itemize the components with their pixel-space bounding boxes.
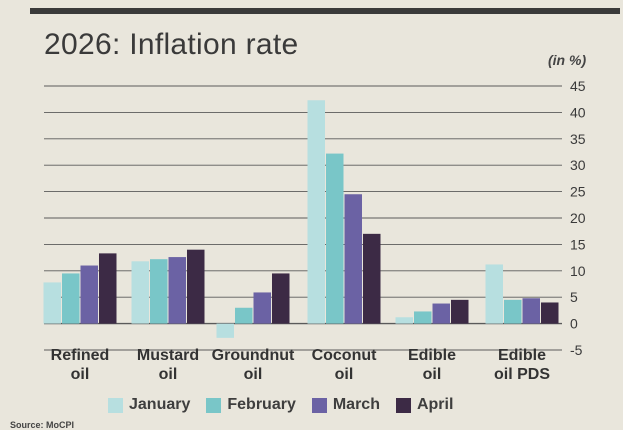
y-tick-label: 45	[570, 78, 586, 94]
bar-april	[99, 253, 117, 324]
bar-april	[363, 233, 381, 324]
legend-item-april: April	[395, 396, 454, 414]
category-label: oil	[244, 366, 263, 383]
y-tick-label: 40	[570, 104, 586, 120]
legend-swatch-february	[206, 397, 222, 413]
bar-february	[235, 307, 253, 324]
bar-march	[80, 265, 98, 324]
bar-march	[253, 292, 271, 324]
bar-january	[131, 261, 149, 324]
category-label: Groundnut	[212, 347, 295, 364]
bar-april	[451, 299, 469, 324]
category-label: Mustard	[137, 347, 199, 364]
y-tick-label: 0	[570, 316, 578, 332]
bar-february	[504, 299, 522, 324]
y-tick-label: 25	[570, 184, 586, 200]
category-label: oil	[423, 366, 442, 383]
category-label: Edible	[408, 347, 456, 364]
bar-march	[168, 257, 186, 324]
category-label: oil	[159, 366, 178, 383]
legend-label-april: April	[416, 396, 454, 413]
legend-label-february: February	[227, 396, 296, 413]
bar-march	[432, 303, 450, 324]
bar-february	[326, 153, 344, 324]
category-label: Refined	[51, 347, 110, 364]
legend-item-february: February	[206, 396, 296, 414]
category-label: oil PDS	[494, 366, 550, 383]
y-tick-label: -5	[570, 342, 583, 358]
unit-label: (in %)	[548, 52, 587, 68]
bar-april	[272, 273, 290, 324]
legend: January February March April	[108, 396, 453, 414]
top-rule	[30, 8, 620, 14]
y-tick-label: 5	[570, 289, 578, 305]
legend-label-march: March	[332, 396, 380, 413]
y-tick-label: 30	[570, 157, 586, 173]
chart-title: 2026: Inflation rate	[44, 28, 299, 61]
legend-swatch-march	[311, 397, 327, 413]
category-label: Coconut	[312, 347, 378, 364]
y-tick-label: 20	[570, 210, 586, 226]
bar-march	[344, 194, 362, 324]
bar-february	[62, 273, 80, 324]
source-note: Source: MoCPI	[10, 420, 75, 430]
y-tick-label: 35	[570, 131, 586, 147]
bar-january	[485, 264, 503, 324]
bar-april	[541, 302, 559, 324]
legend-swatch-january	[108, 397, 123, 413]
bar-february	[414, 311, 432, 324]
legend-item-january: January	[108, 396, 190, 414]
bar-april	[187, 249, 205, 324]
bar-february	[150, 259, 168, 324]
bar-march	[522, 298, 540, 324]
bar-january	[43, 282, 61, 324]
bar-january	[307, 100, 325, 324]
legend-swatch-april	[395, 397, 411, 413]
legend-item-march: March	[311, 396, 380, 414]
bar-january	[216, 323, 234, 338]
category-label: oil	[335, 366, 354, 383]
y-tick-label: 15	[570, 236, 586, 252]
category-label: oil	[71, 366, 90, 383]
category-label: Edible	[498, 347, 546, 364]
bar-january	[395, 317, 413, 324]
y-tick-label: 10	[570, 263, 586, 279]
legend-label-january: January	[129, 396, 191, 413]
